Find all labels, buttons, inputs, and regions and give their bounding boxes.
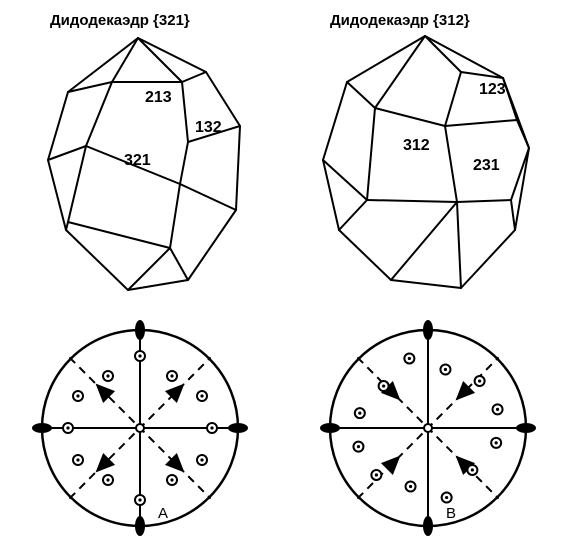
crystal-left: 213 132 321 (20, 30, 270, 310)
svg-text:123: 123 (479, 81, 506, 98)
svg-text:312: 312 (403, 137, 430, 154)
title-left: Дидодекаэдр {321} (50, 12, 190, 29)
title-right: Дидодекаэдр {312} (330, 12, 470, 29)
svg-text:A: A (158, 505, 168, 522)
svg-text:231: 231 (473, 157, 500, 174)
stereogram-left: A (30, 318, 250, 538)
svg-text:132: 132 (195, 119, 222, 136)
crystal-right: 123 312 231 (305, 30, 555, 310)
svg-text:B: B (446, 505, 456, 522)
svg-text:213: 213 (145, 89, 172, 106)
stereogram-right: B (318, 318, 538, 538)
svg-text:321: 321 (124, 152, 151, 169)
